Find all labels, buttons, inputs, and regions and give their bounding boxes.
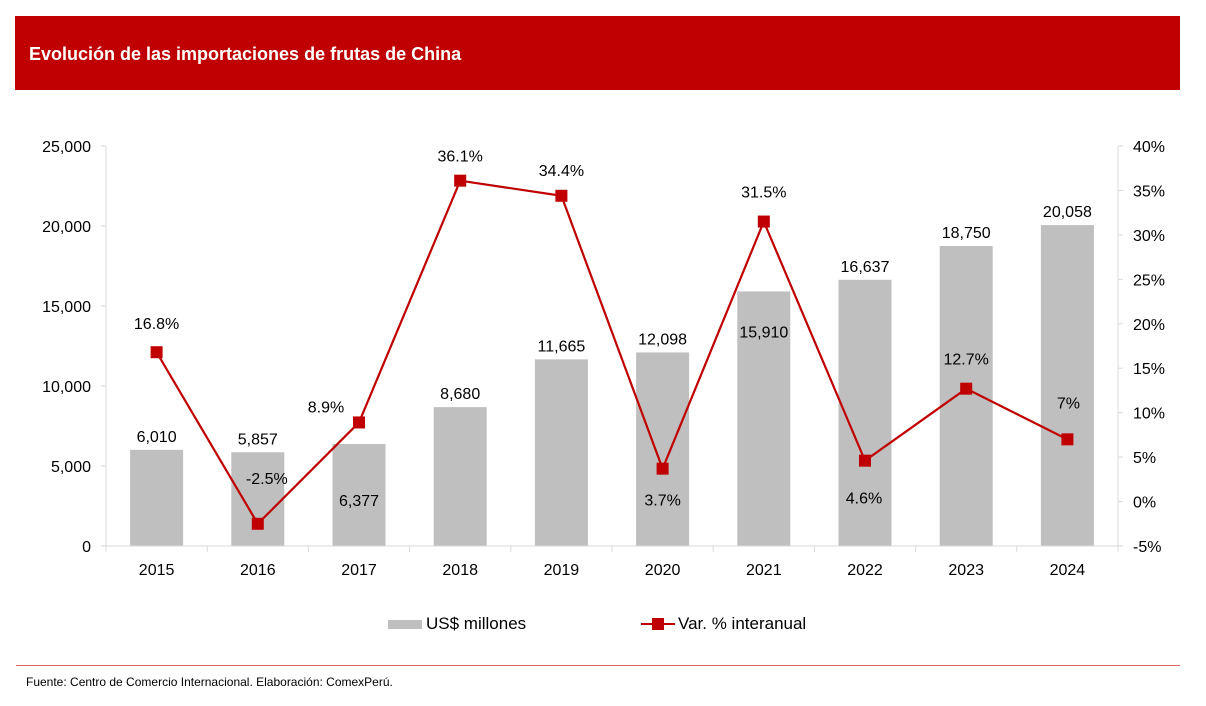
right-tick-label: 5%	[1133, 450, 1156, 467]
data-labels: 6,010 5,857 6,377 8,680 11,665 12,098 15,910 16…	[134, 149, 1092, 510]
right-tick-label: 20%	[1133, 317, 1165, 334]
chart-header: Evolución de las importaciones de frutas…	[15, 16, 1180, 90]
x-tick-label: 2020	[645, 562, 681, 579]
x-tick-label: 2018	[442, 562, 478, 579]
bar-value-label: 16,637	[841, 259, 890, 276]
bar-value-label: 15,910	[739, 324, 788, 341]
x-tick-label: 2019	[544, 562, 580, 579]
bar-2023	[939, 246, 993, 546]
legend-item-bar: US$ millones	[388, 614, 526, 634]
line-value-label: 4.6%	[846, 491, 882, 508]
line-marker-2024	[1061, 433, 1074, 446]
line-marker-2015	[150, 346, 163, 359]
left-tick-label: 10,000	[42, 379, 91, 396]
line-marker-2018	[454, 174, 467, 187]
bar-2017	[332, 443, 386, 546]
right-tick-label: 0%	[1133, 495, 1156, 512]
axes: 0 5,000 10,000 15,000 20,000 25,000 -5% 0% 5% 10%…	[42, 139, 1165, 579]
x-tick-label: 2021	[746, 562, 782, 579]
x-tick-label: 2015	[139, 562, 175, 579]
legend-bar-label: US$ millones	[426, 614, 527, 633]
bar-value-label: 18,750	[942, 225, 991, 242]
line-marker-2021	[757, 215, 770, 228]
bar-2018	[433, 407, 487, 546]
line-series	[150, 174, 1074, 530]
chart-title: Evolución de las importaciones de frutas…	[29, 44, 462, 64]
source-note: Fuente: Centro de Comercio Internacional…	[26, 675, 393, 689]
bar-value-label: 6,010	[137, 429, 177, 446]
line-marker-2017	[353, 416, 365, 429]
x-tick-label: 2023	[948, 562, 984, 579]
line-marker-2016	[251, 517, 264, 530]
bar-2019	[534, 359, 588, 546]
x-tick-label: 2022	[847, 562, 883, 579]
legend-line-label: Var. % interanual	[678, 614, 807, 633]
line-value-label: -2.5%	[246, 471, 288, 488]
bar-series	[130, 225, 1094, 546]
bar-2022	[838, 279, 892, 546]
line-value-label: 34.4%	[539, 163, 584, 180]
left-tick-label: 25,000	[42, 139, 91, 156]
bar-2021	[737, 291, 791, 546]
line-value-label: 31.5%	[741, 185, 786, 202]
bar-2020	[636, 352, 690, 546]
line-value-label: 8.9%	[308, 399, 344, 416]
line-marker-2019	[555, 189, 568, 202]
bar-2016	[231, 452, 285, 546]
bar-value-label: 11,665	[538, 338, 586, 355]
line-marker-2020	[656, 462, 669, 475]
bar-2024	[1040, 225, 1094, 546]
right-tick-label: 10%	[1133, 406, 1165, 423]
x-tick-label: 2016	[240, 562, 276, 579]
legend-bar-swatch	[388, 619, 422, 629]
bar-2015	[130, 449, 184, 546]
right-tick-label: 30%	[1133, 228, 1165, 245]
bar-value-label: 6,377	[339, 493, 379, 510]
bar-value-label: 12,098	[638, 331, 687, 348]
right-tick-label: 35%	[1133, 183, 1165, 200]
bar-value-label: 20,058	[1043, 204, 1092, 221]
x-tick-label: 2024	[1050, 562, 1086, 579]
right-tick-label: 15%	[1133, 361, 1165, 378]
left-tick-label: 20,000	[42, 219, 91, 236]
left-tick-label: 15,000	[42, 299, 91, 316]
line-value-label: 36.1%	[438, 149, 483, 166]
legend-line-swatch	[641, 618, 675, 630]
line-value-label: 3.7%	[644, 493, 680, 510]
line-value-label: 16.8%	[134, 316, 179, 333]
left-tick-label: 0	[82, 539, 91, 556]
right-tick-label: 25%	[1133, 272, 1165, 289]
bar-value-label: 5,857	[238, 431, 278, 448]
line-value-label: 12.7%	[944, 352, 989, 369]
line-marker-2023	[960, 382, 973, 395]
line-value-label: 7%	[1057, 395, 1080, 412]
left-tick-label: 5,000	[51, 459, 91, 476]
variation-line	[155, 179, 1068, 526]
x-tick-label: 2017	[341, 562, 377, 579]
footer-divider	[16, 665, 1180, 666]
bar-value-label: 8,680	[440, 386, 480, 403]
line-marker-2022	[859, 454, 871, 467]
right-tick-label: -5%	[1133, 539, 1161, 556]
legend-item-line: Var. % interanual	[641, 614, 806, 634]
right-tick-label: 40%	[1133, 139, 1165, 156]
